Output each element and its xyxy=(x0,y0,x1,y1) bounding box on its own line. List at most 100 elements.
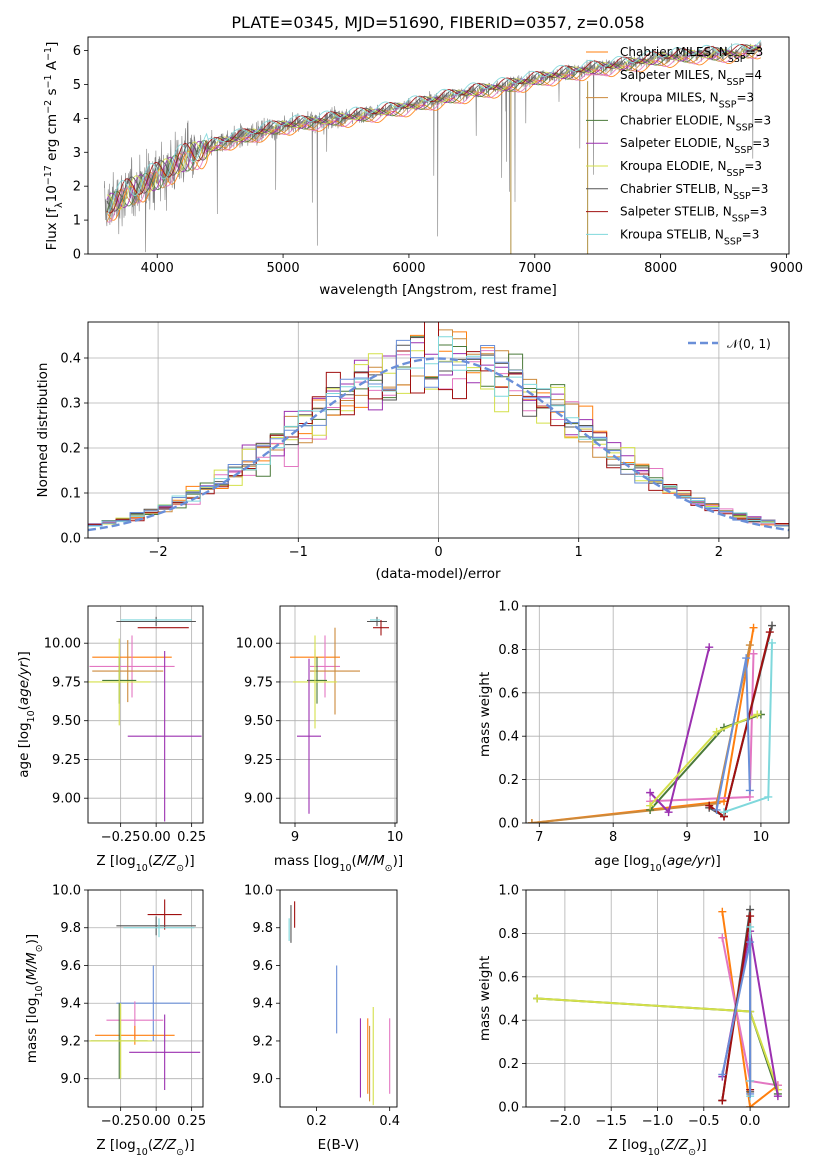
y-tick-label: 9.6 xyxy=(60,959,81,974)
x-tick-label: −0.25 xyxy=(101,830,141,845)
y-tick-label: 9.2 xyxy=(252,1034,273,1049)
y-axis-label: age [log10(age/yr)] xyxy=(16,651,37,777)
x-tick-label: 0 xyxy=(434,545,442,560)
y-tick-label: 9.6 xyxy=(252,959,273,974)
weight-vs-age-panel: 7 8 9 10 0.0 0.2 0.4 0.6 0.8 1.0 age [log10(age/yr… xyxy=(477,600,790,874)
y-tick-label: 9.4 xyxy=(60,997,81,1012)
y-tick-label: 9.0 xyxy=(60,1072,81,1087)
legend-entry: 𝒩(0, 1) xyxy=(727,337,771,351)
weight-series xyxy=(721,911,779,1107)
weight-vs-metallicity-panel: −2.0 −1.5 −1.0 −0.5 0.0 0.0 0.2 0.4 0.6 0.8 1.0 Z [… xyxy=(477,884,790,1158)
x-tick-label: 8 xyxy=(609,830,617,845)
y-tick-label: 0.2 xyxy=(60,442,81,457)
x-tick-label: 9 xyxy=(291,830,299,845)
x-tick-label: 9 xyxy=(683,830,691,845)
weight-marker xyxy=(719,808,728,817)
x-tick-label: 10 xyxy=(753,830,770,845)
y-tick-label: 9.25 xyxy=(52,753,81,768)
x-tick-label: 7000 xyxy=(518,261,551,276)
y-tick-label: 0.6 xyxy=(498,686,519,701)
legend-entry: Kroupa ELODIE, NSSP=3 xyxy=(620,159,762,179)
y-tick-label: 0.2 xyxy=(498,773,519,788)
y-tick-label: 9.75 xyxy=(52,675,81,690)
y-tick-label: 9.0 xyxy=(252,1072,273,1087)
y-tick-label: 9.00 xyxy=(52,792,81,807)
model-spectrum-2 xyxy=(106,52,762,223)
y-tick-label: 1 xyxy=(73,214,81,229)
weight-marker xyxy=(718,1096,727,1105)
y-tick-label: 9.8 xyxy=(60,921,81,936)
y-tick-label: 0.6 xyxy=(498,970,519,985)
mass-vs-metallicity-panel: −0.25 0.00 0.25 9.0 9.2 9.4 9.6 9.8 10.0 Z [log10… xyxy=(24,884,206,1158)
x-axis-label: age [log10(age/yr)] xyxy=(594,853,720,874)
axes-frame xyxy=(525,605,790,824)
y-tick-label: 0.0 xyxy=(60,532,81,547)
y-tick-label: 5 xyxy=(73,78,81,93)
x-tick-label: 2 xyxy=(715,545,723,560)
weight-series xyxy=(649,646,711,815)
weight-marker xyxy=(764,792,773,801)
x-tick-label: 0.0 xyxy=(740,1114,761,1129)
plot-area xyxy=(290,616,389,814)
axes-frame xyxy=(279,605,398,824)
plot-area xyxy=(88,322,789,532)
y-tick-label: 9.50 xyxy=(244,714,273,729)
weight-marker xyxy=(664,808,673,817)
observed-spectrum xyxy=(104,41,762,253)
legend-entry: Kroupa MILES, NSSP=3 xyxy=(620,91,754,111)
weight-marker xyxy=(746,1103,755,1107)
plot-area xyxy=(88,616,202,822)
residual-histogram-10 xyxy=(88,339,789,527)
y-tick-label: 2 xyxy=(73,180,81,195)
weight-marker xyxy=(718,1070,727,1079)
plot-area xyxy=(533,905,782,1107)
weight-series xyxy=(649,713,762,811)
y-axis-label: mass [log10(M/M⊙)] xyxy=(24,934,45,1063)
y-tick-label: 9.00 xyxy=(244,792,273,807)
axes-frame xyxy=(87,321,790,539)
x-tick-label: 1 xyxy=(575,545,583,560)
weight-marker xyxy=(646,801,655,810)
x-tick-label: 9000 xyxy=(770,261,803,276)
mass-vs-extinction-panel: 0.2 0.4 9.0 9.2 9.4 9.6 9.8 10.0 E(B-V) xyxy=(244,884,400,1154)
y-tick-label: 0 xyxy=(73,248,81,263)
y-tick-label: 0.3 xyxy=(60,397,81,412)
model-spectrum-4 xyxy=(106,45,761,213)
y-tick-label: 0.4 xyxy=(498,1014,519,1029)
y-tick-label: 9.4 xyxy=(252,997,273,1012)
weight-marker xyxy=(768,621,777,630)
x-tick-label: 0.25 xyxy=(177,830,206,845)
x-tick-label: −2.0 xyxy=(549,1114,581,1129)
plot-area xyxy=(288,901,391,1106)
y-tick-label: 0.2 xyxy=(498,1057,519,1072)
y-tick-label: 4 xyxy=(73,112,81,127)
weight-marker xyxy=(773,1092,782,1101)
plot-area xyxy=(104,40,762,254)
weight-marker xyxy=(712,805,721,814)
axes-frame xyxy=(279,889,398,1108)
y-tick-label: 6 xyxy=(73,44,81,59)
axes-frame xyxy=(525,889,790,1108)
x-axis-label: (data-model)/error xyxy=(375,566,501,582)
age-vs-metallicity-panel: −0.25 0.00 0.25 9.00 9.25 9.50 9.75 10.00 Z [log… xyxy=(16,605,206,874)
weight-marker xyxy=(718,933,727,942)
x-tick-label: 6000 xyxy=(392,261,425,276)
weight-marker xyxy=(646,788,655,797)
axes-frame xyxy=(87,889,204,1108)
weight-marker xyxy=(765,628,774,637)
y-tick-label: 1.0 xyxy=(498,600,519,615)
x-tick-label: −0.5 xyxy=(688,1114,720,1129)
y-tick-label: 1.0 xyxy=(498,884,519,899)
age-vs-mass-panel: 9 10 9.00 9.25 9.50 9.75 10.00 mass [log10(M/M⊙… xyxy=(236,605,403,874)
y-tick-label: 0.0 xyxy=(498,817,519,832)
spectrum-legend: Chabrier MILES, NSSP=3 Salpeter MILES, NS… xyxy=(586,45,771,247)
weight-marker xyxy=(768,638,777,647)
y-tick-label: 9.25 xyxy=(244,753,273,768)
y-axis-label: mass weight xyxy=(477,956,493,1041)
y-tick-label: 10.00 xyxy=(236,637,273,652)
axes-frame xyxy=(87,605,204,824)
weight-marker xyxy=(527,819,536,823)
legend-entry: Chabrier ELODIE, NSSP=3 xyxy=(620,113,771,132)
y-tick-label: 3 xyxy=(73,146,81,161)
legend-entry: Salpeter STELIB, NSSP=3 xyxy=(620,205,767,225)
